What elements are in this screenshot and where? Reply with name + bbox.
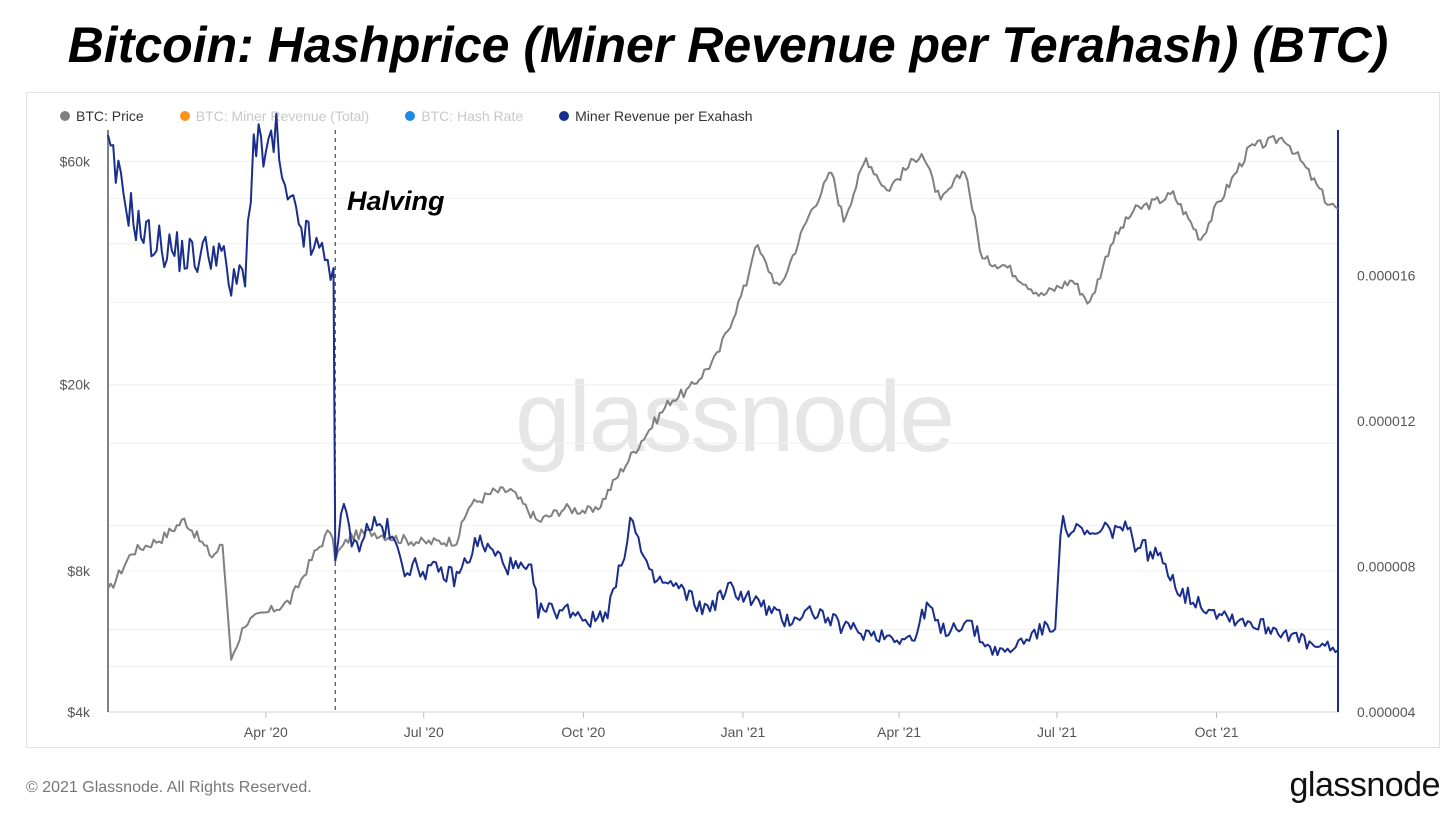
chart-legend: BTC: Price BTC: Miner Revenue (Total) BT… (60, 106, 789, 126)
series-line-miner-revenue-per-exahash (107, 112, 1339, 657)
x-tick-label: Oct '20 (561, 724, 605, 740)
x-tick-label: Jul '21 (1037, 724, 1077, 740)
y-right-tick-label: 0.000004 (1357, 704, 1416, 720)
legend-label: BTC: Price (76, 108, 144, 124)
x-tick-label: Apr '21 (877, 724, 921, 740)
legend-label: BTC: Miner Revenue (Total) (195, 108, 370, 124)
legend-dot-icon (559, 111, 570, 121)
legend-label: Miner Revenue per Exahash (575, 108, 753, 124)
series-line-btc-price (107, 135, 1339, 661)
legend-dot-icon (405, 111, 416, 121)
footer-copyright: © 2021 Glassnode. All Rights Reserved. (26, 779, 312, 796)
y-left-tick-label: $60k (60, 153, 91, 169)
legend-item-hash-rate[interactable]: BTC: Hash Rate (405, 108, 523, 124)
y-left-tick-label: $4k (67, 704, 91, 720)
x-tick-label: Oct '21 (1195, 724, 1239, 740)
y-right-tick-label: 0.000008 (1357, 559, 1416, 575)
chart-frame (26, 92, 1440, 748)
legend-dot-icon (179, 111, 190, 121)
legend-label: BTC: Hash Rate (421, 108, 524, 124)
watermark-logo: glassnode (515, 361, 955, 473)
x-tick-label: Jan '21 (721, 724, 766, 740)
legend-item-miner-revenue-total[interactable]: BTC: Miner Revenue (Total) (179, 108, 370, 124)
page-title: Bitcoin: Hashprice (Miner Revenue per Te… (67, 17, 1389, 73)
y-right-tick-label: 0.000012 (1357, 413, 1416, 429)
halving-annotation: Halving (347, 186, 445, 216)
x-tick-label: Apr '20 (244, 724, 288, 740)
y-left-tick-label: $8k (67, 563, 91, 579)
footer-brand-logo: glassnode (1289, 766, 1440, 804)
legend-item-miner-revenue-per-exahash[interactable]: Miner Revenue per Exahash (559, 108, 753, 124)
legend-item-btc-price[interactable]: BTC: Price (60, 108, 144, 124)
x-tick-label: Jul '20 (404, 724, 444, 740)
legend-dot-icon (60, 111, 70, 121)
y-left-tick-label: $20k (60, 377, 91, 393)
y-right-tick-label: 0.000016 (1357, 268, 1416, 284)
